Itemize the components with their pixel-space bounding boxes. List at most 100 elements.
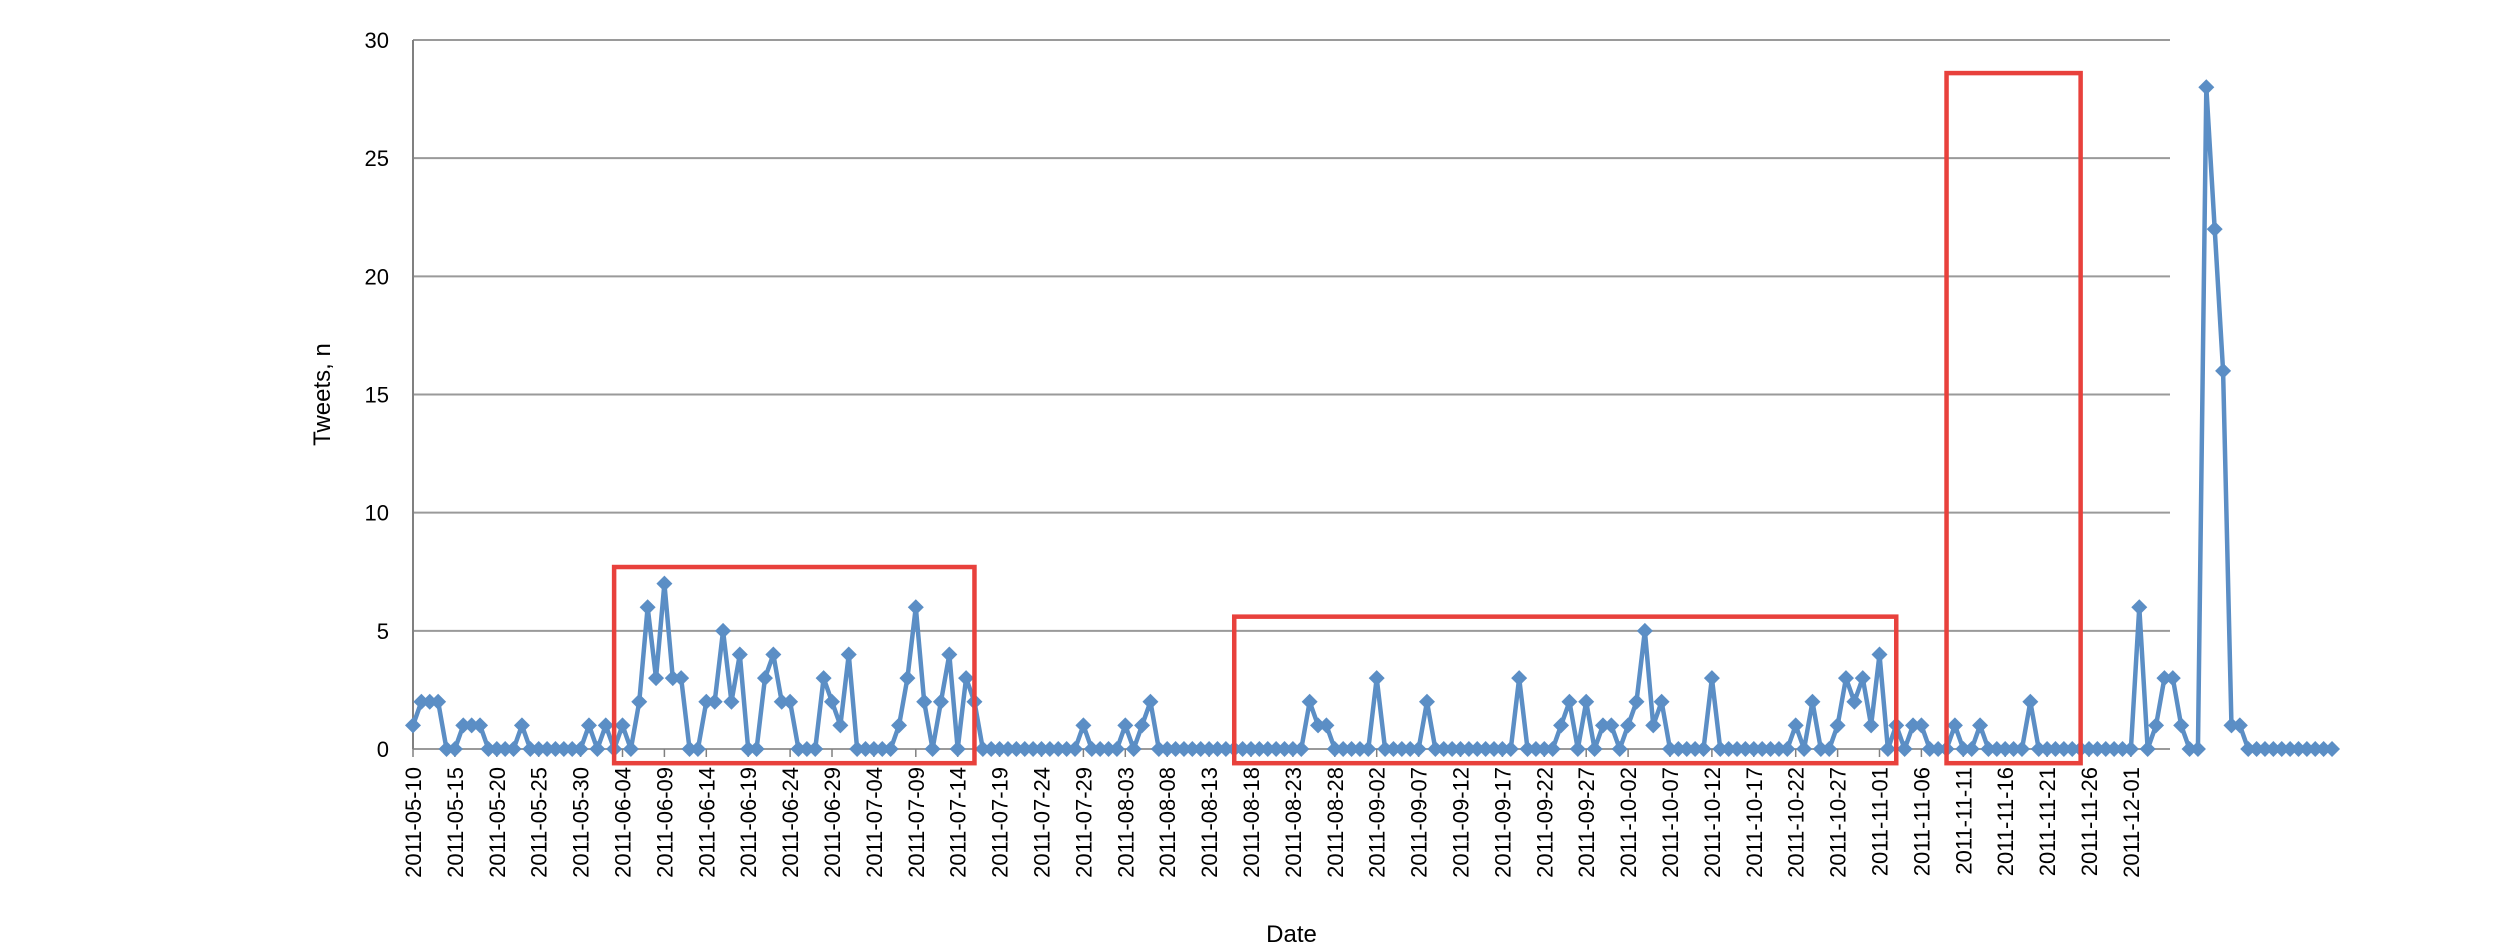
data-point <box>815 670 832 687</box>
x-tick-label: 2011-08-18 <box>1239 767 1264 878</box>
data-point <box>1201 741 1218 757</box>
data-point <box>1008 741 1025 757</box>
data-point <box>1972 717 1989 734</box>
y-tick-label: 0 <box>377 737 389 762</box>
data-point <box>1930 741 1947 757</box>
data-point <box>1670 741 1687 757</box>
x-tick-label: 2011-10-22 <box>1784 767 1809 878</box>
data-point <box>2114 741 2131 757</box>
x-tick-label: 2011-10-17 <box>1742 767 1767 878</box>
x-tick-label: 2011-07-29 <box>1071 767 1096 878</box>
data-point <box>2022 693 2039 710</box>
data-point <box>916 693 933 710</box>
data-point <box>1502 741 1519 757</box>
x-tick-label: 2011-11-11 <box>1951 767 1976 875</box>
data-point <box>1217 741 1234 757</box>
data-point <box>631 693 648 710</box>
data-point <box>2315 741 2332 757</box>
data-point <box>421 693 438 710</box>
data-point <box>1854 670 1871 687</box>
data-point <box>1687 741 1704 757</box>
data-point <box>639 599 656 616</box>
y-tick-label: 30 <box>365 28 389 53</box>
data-point <box>1494 741 1511 757</box>
x-tick-label: 2011-05-30 <box>569 767 594 878</box>
data-point <box>2139 741 2156 757</box>
y-axis-ticks: 0 5 10 15 20 25 30 <box>365 28 389 762</box>
data-point <box>715 622 732 639</box>
data-point <box>1812 741 1829 757</box>
data-point <box>1804 693 1821 710</box>
data-point <box>1653 693 1670 710</box>
data-point <box>1427 741 1444 757</box>
data-point <box>1175 741 1192 757</box>
data-point <box>974 741 991 757</box>
data-point <box>740 741 757 757</box>
data-point <box>1343 741 1360 757</box>
data-point <box>2122 741 2139 757</box>
data-point <box>1326 741 1343 757</box>
data-point <box>1444 741 1461 757</box>
x-tick-label: 2011-08-08 <box>1155 767 1180 878</box>
x-tick-label: 2011-05-25 <box>527 767 552 878</box>
y-tick-label: 15 <box>365 383 389 408</box>
data-point <box>1821 741 1838 757</box>
data-point <box>857 741 874 757</box>
data-point <box>1410 741 1427 757</box>
data-point <box>849 741 866 757</box>
data-point <box>1980 741 1997 757</box>
y-tick-label: 10 <box>365 501 389 526</box>
x-tick-label: 2011-07-14 <box>946 767 971 878</box>
data-point <box>782 693 799 710</box>
data-point <box>1586 741 1603 757</box>
data-point <box>1335 741 1352 757</box>
x-tick-label: 2011-06-14 <box>694 767 719 878</box>
data-point <box>455 717 472 734</box>
data-point <box>1662 741 1678 757</box>
highlight-box-1 <box>611 564 977 766</box>
x-tick-label: 2011-07-24 <box>1030 767 1055 878</box>
data-point <box>1544 741 1561 757</box>
data-point <box>999 741 1016 757</box>
data-point <box>472 717 489 734</box>
data-point <box>1695 741 1712 757</box>
y-tick-label: 20 <box>365 264 389 289</box>
data-point <box>1946 717 1963 734</box>
data-point <box>899 670 916 687</box>
data-point <box>564 741 581 757</box>
data-point <box>539 741 556 757</box>
data-point <box>1276 741 1293 757</box>
data-point <box>1385 741 1402 757</box>
data-point <box>2307 741 2324 757</box>
data-point <box>2030 741 2047 757</box>
x-tick-label: 2011-07-09 <box>904 767 929 878</box>
data-point <box>689 741 706 757</box>
highlight-boxes <box>611 70 2083 766</box>
data-point <box>1703 670 1720 687</box>
data-point <box>2039 741 2056 757</box>
data-point <box>2206 221 2223 238</box>
data-point <box>1997 741 2014 757</box>
x-tick-label: 2011-08-13 <box>1197 767 1222 878</box>
data-point <box>1829 717 1846 734</box>
x-tick-label: 2011-09-17 <box>1490 767 1515 878</box>
data-point <box>1963 741 1980 757</box>
data-point <box>1067 741 1084 757</box>
x-tick-label: 2011-06-19 <box>736 767 761 878</box>
data-point <box>2282 741 2299 757</box>
data-point <box>664 670 681 687</box>
x-tick-label: 2011-09-22 <box>1532 767 1557 878</box>
data-point <box>1754 741 1771 757</box>
x-tick-label: 2011-07-19 <box>988 767 1013 878</box>
x-axis-ticks: 2011-05-10 2011-05-15 2011-05-20 2011-05-25… <box>401 749 2144 878</box>
x-tick-label: 2011-11-26 <box>2077 767 2102 876</box>
data-point <box>1871 646 1888 663</box>
data-point <box>773 693 790 710</box>
data-point <box>748 741 765 757</box>
data-point <box>1536 741 1553 757</box>
data-point <box>1268 741 1285 757</box>
data-point <box>2223 717 2240 734</box>
data-point <box>1435 741 1452 757</box>
data-point <box>656 575 673 592</box>
data-point <box>1159 741 1176 757</box>
